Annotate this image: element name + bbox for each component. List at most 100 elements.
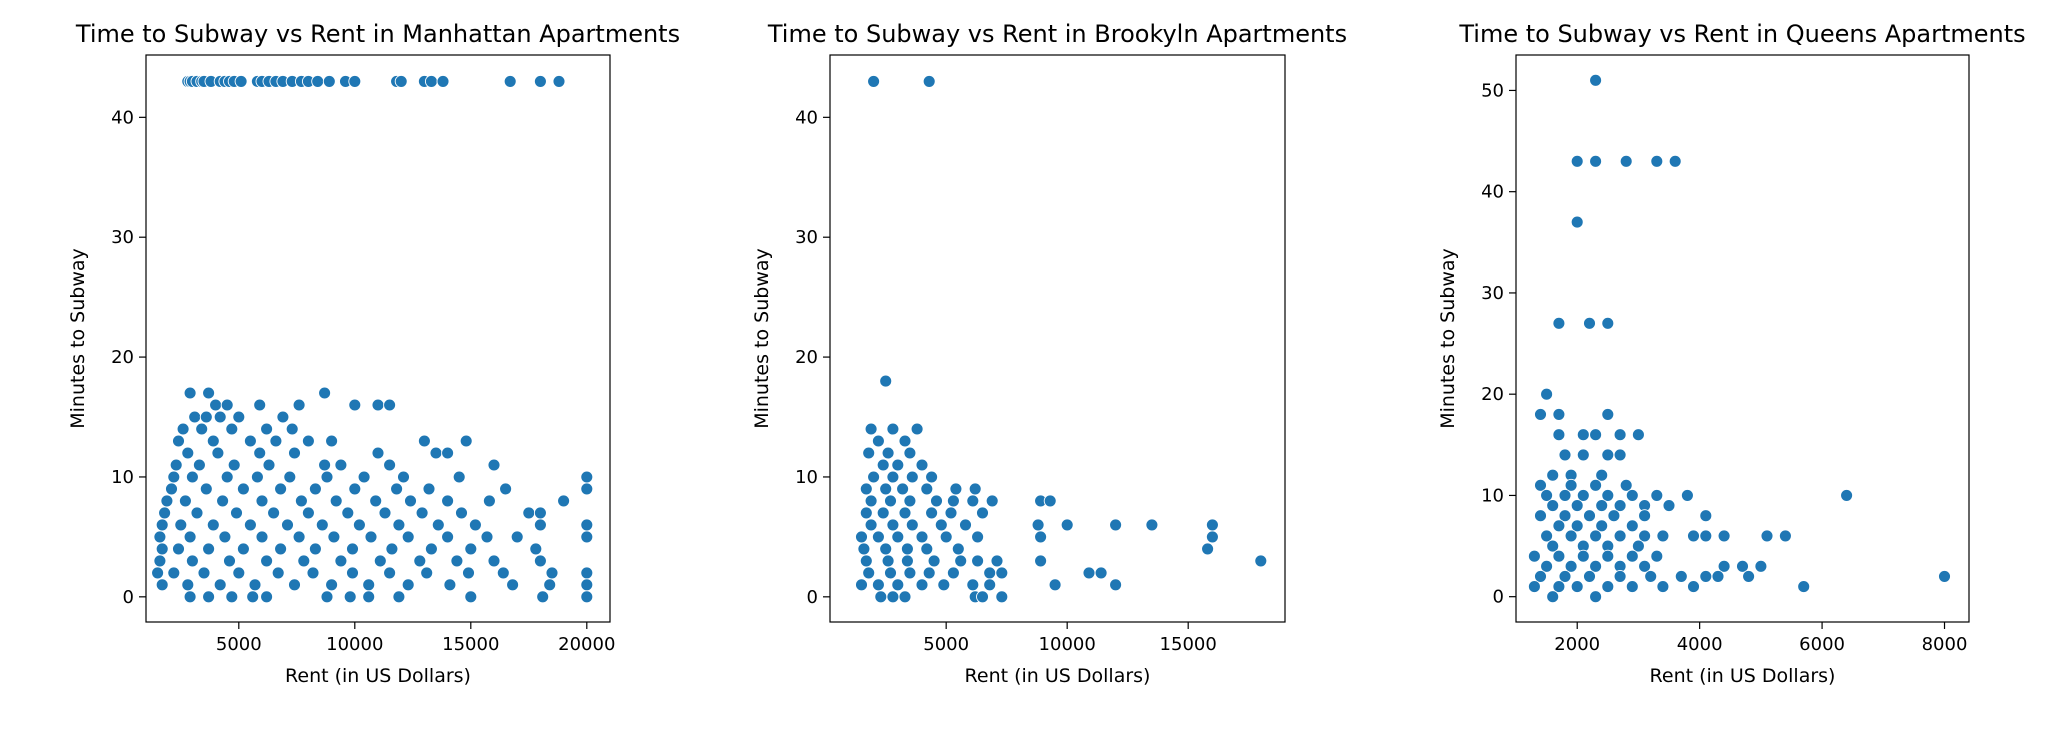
data-point [930,494,943,508]
data-point [1656,529,1670,543]
data-point [185,470,199,484]
data-point [959,518,972,532]
data-point [1650,549,1664,563]
data-point [320,470,334,484]
data-point [248,578,262,592]
data-point [1564,529,1578,543]
data-point [255,530,269,544]
data-point [971,530,985,544]
y-tick-label: 0 [807,587,818,608]
data-point [464,542,478,556]
data-point [167,470,181,484]
data-point [1589,73,1603,87]
data-point [874,590,888,604]
data-point [1094,566,1108,580]
data-point [255,494,269,508]
y-tick-label: 30 [1481,283,1504,304]
data-point [1546,590,1560,604]
data-point [1736,559,1749,573]
y-tick-label: 40 [111,107,134,128]
data-point [174,518,188,532]
data-point [190,506,204,520]
data-point [910,422,924,436]
data-point [905,470,919,484]
data-point [206,518,220,532]
data-point [557,494,571,508]
data-point [859,554,873,568]
data-point [188,410,202,424]
data-point [985,494,999,508]
data-point [1570,580,1584,594]
y-tick-label: 50 [1481,80,1504,101]
data-point [1034,554,1048,568]
data-point [1031,518,1045,532]
data-point [364,530,378,544]
y-axis-label: Minutes to Subway [67,248,89,429]
data-point [158,506,172,520]
data-point [487,554,501,568]
data-point [1570,154,1584,168]
data-point [1254,554,1268,568]
data-point [915,578,929,592]
data-point [462,566,475,580]
data-point [176,422,190,436]
data-point [879,542,893,556]
data-point [216,494,230,508]
data-point [859,482,873,496]
data-point [580,590,594,604]
data-point [155,518,169,532]
data-point [271,566,285,580]
data-point [995,566,1009,580]
data-point [1601,316,1615,330]
x-tick-label: 4000 [1677,634,1723,655]
data-point [1534,407,1547,421]
data-point [1754,559,1768,573]
data-point [1082,566,1096,580]
y-tick-label: 40 [795,107,818,128]
data-point [1552,407,1566,421]
scatter-points [1527,73,1951,604]
data-point [946,494,960,508]
data-point [315,518,329,532]
data-point [855,530,868,544]
y-tick-label: 10 [795,467,818,488]
data-point [172,542,185,556]
data-point [903,446,917,460]
data-point [385,542,399,556]
data-point [954,554,968,568]
data-point [373,554,387,568]
data-point [1043,494,1057,508]
data-point [1797,580,1811,594]
data-point [320,590,334,604]
data-point [1601,407,1615,421]
data-point [915,458,929,472]
data-point [968,482,982,496]
data-point [510,530,524,544]
data-point [949,482,963,496]
data-point [1145,518,1159,532]
data-point [424,542,438,556]
data-point [327,530,341,544]
data-point [383,566,397,580]
data-point [151,566,165,580]
data-point [322,74,336,88]
data-point [1625,549,1639,563]
data-point [165,482,178,496]
y-axis-label: Minutes to Subway [751,248,773,429]
data-point [966,578,980,592]
data-point [529,542,543,556]
data-point [202,542,216,556]
data-point [482,494,496,508]
data-point [1595,499,1609,513]
data-point [1631,539,1645,553]
data-point [879,374,893,388]
x-tick-label: 10000 [1039,634,1096,655]
data-point [1711,569,1725,583]
data-point [292,398,306,412]
data-point [1589,529,1603,543]
data-point [1699,509,1713,523]
data-point [329,494,343,508]
data-point [253,398,267,412]
y-tick-label: 10 [111,467,134,488]
